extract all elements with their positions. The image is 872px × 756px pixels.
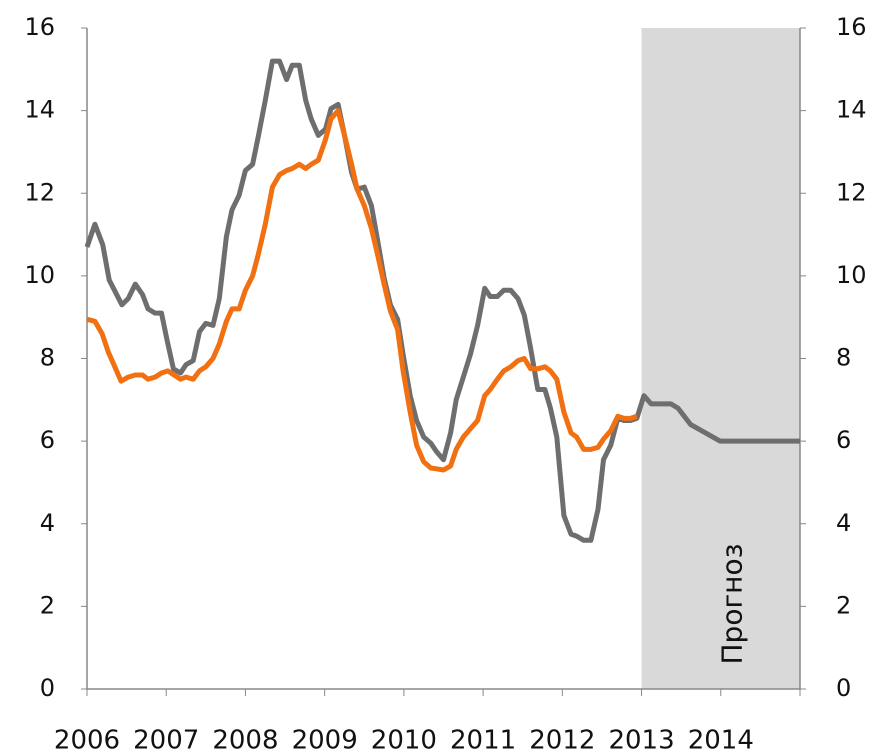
y2-tick-label: 6 <box>836 426 851 454</box>
y-tick-label: 16 <box>24 13 55 41</box>
y2-tick-label: 10 <box>836 261 867 289</box>
y2-tick-label: 4 <box>836 509 851 537</box>
y-tick-label: 6 <box>40 426 55 454</box>
y2-tick-label: 16 <box>836 13 867 41</box>
y2-tick-label: 12 <box>836 178 867 206</box>
y-tick-label: 0 <box>40 674 55 702</box>
y-tick-label: 14 <box>24 96 55 124</box>
x-tick-label: 2008 <box>212 726 278 756</box>
x-tick-label: 2010 <box>371 726 437 756</box>
x-tick-label: 2011 <box>450 726 516 756</box>
y2-tick-label: 14 <box>836 96 867 124</box>
series-line <box>86 108 638 473</box>
forecast-label: Прогноз <box>715 544 748 665</box>
x-tick-label: 2012 <box>529 726 595 756</box>
y-tick-label: 12 <box>24 178 55 206</box>
forecast-band <box>641 28 800 689</box>
y-tick-label: 10 <box>24 261 55 289</box>
x-tick-label: 2007 <box>133 726 199 756</box>
x-tick-label: 2009 <box>292 726 358 756</box>
y-tick-label: 4 <box>40 509 55 537</box>
x-tick-label: 2014 <box>688 726 754 756</box>
x-tick-label: 2013 <box>608 726 674 756</box>
y-tick-label: 8 <box>40 344 55 372</box>
y2-tick-label: 2 <box>836 591 851 619</box>
y-tick-label: 2 <box>40 591 55 619</box>
x-tick-label: 2006 <box>54 726 120 756</box>
y2-tick-label: 8 <box>836 344 851 372</box>
y2-tick-label: 0 <box>836 674 851 702</box>
